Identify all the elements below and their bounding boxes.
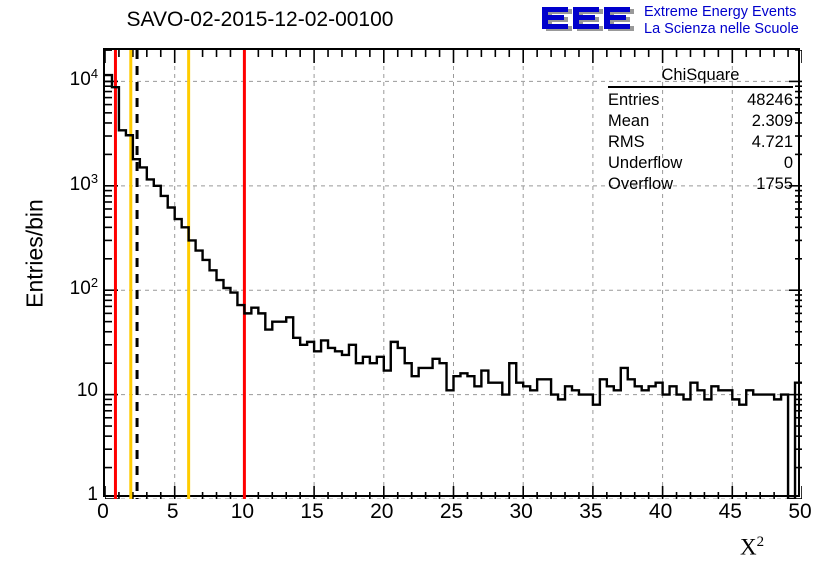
x-tick-label: 0 [97, 500, 109, 523]
eee-logo: Extreme Energy Events La Scienza nelle S… [540, 4, 832, 38]
x-tick-label: 30 [509, 500, 533, 523]
stats-row-key: Overflow [608, 175, 674, 193]
plot-frame [103, 48, 802, 499]
eee-logo-line2: La Scienza nelle Scuole [644, 20, 799, 37]
eee-logo-letters [540, 5, 640, 35]
stats-row: Mean 2.309 [608, 111, 793, 132]
stats-box-divider [608, 86, 793, 88]
histogram-trace [105, 73, 802, 499]
marker-lines [113, 50, 246, 499]
eee-logo-text: Extreme Energy Events La Scienza nelle S… [644, 4, 799, 37]
x-axis-tick-labels: 0 5 10 15 20 25 30 35 40 45 50 [0, 500, 836, 536]
stats-row: Overflow 1755 [608, 174, 793, 195]
stats-row-value: 48246 [747, 91, 793, 109]
y-tick-label: 102 [69, 275, 98, 300]
x-tick-label: 25 [439, 500, 464, 523]
x-tick-label: 50 [788, 500, 812, 523]
y-tick-label: 10 [76, 379, 98, 401]
stats-box-rows: Entries 48246 Mean 2.309 RMS 4.721 Underflow 0 O… [608, 90, 793, 195]
stats-row: Entries 48246 [608, 90, 793, 111]
stats-row: RMS 4.721 [608, 132, 793, 153]
stats-row-key: Underflow [608, 154, 683, 172]
y-tick-label: 1 [87, 484, 98, 505]
stats-row-value: 1755 [756, 175, 793, 193]
y-axis-tick-labels: 1 10 102 103 104 [0, 0, 98, 572]
histogram-canvas [105, 50, 802, 499]
eee-logo-line1: Extreme Energy Events [644, 4, 797, 20]
grid-lines [105, 50, 802, 499]
histogram-steps [105, 73, 802, 499]
x-tick-label: 10 [230, 500, 255, 523]
y-tick-label: 103 [69, 170, 98, 195]
stats-row-value: 2.309 [751, 112, 793, 130]
stats-row-key: RMS [608, 133, 645, 151]
x-tick-label: 15 [300, 500, 324, 523]
x-tick-label: 45 [718, 500, 742, 523]
stats-box-title: ChiSquare [661, 66, 740, 84]
stats-row: Underflow 0 [608, 153, 793, 174]
x-tick-label: 35 [579, 500, 603, 523]
x-axis-label-text: X [740, 534, 757, 560]
x-tick-label: 20 [370, 500, 394, 523]
stats-row-value: 4.721 [751, 133, 793, 151]
x-axis-label-exponent: 2 [756, 534, 765, 550]
stats-box: ChiSquare Entries 48246 Mean 2.309 RMS 4.721 U… [608, 66, 793, 195]
page-title: SAVO-02-2015-12-02-00100 [126, 8, 394, 31]
stats-row-key: Entries [608, 91, 660, 109]
y-tick-label: 104 [69, 66, 98, 91]
stats-row-value: 0 [783, 154, 793, 172]
stats-row-key: Mean [608, 112, 650, 130]
x-axis-label: X2 [740, 534, 764, 561]
x-tick-label: 40 [648, 500, 673, 523]
x-tick-label: 5 [166, 500, 179, 523]
